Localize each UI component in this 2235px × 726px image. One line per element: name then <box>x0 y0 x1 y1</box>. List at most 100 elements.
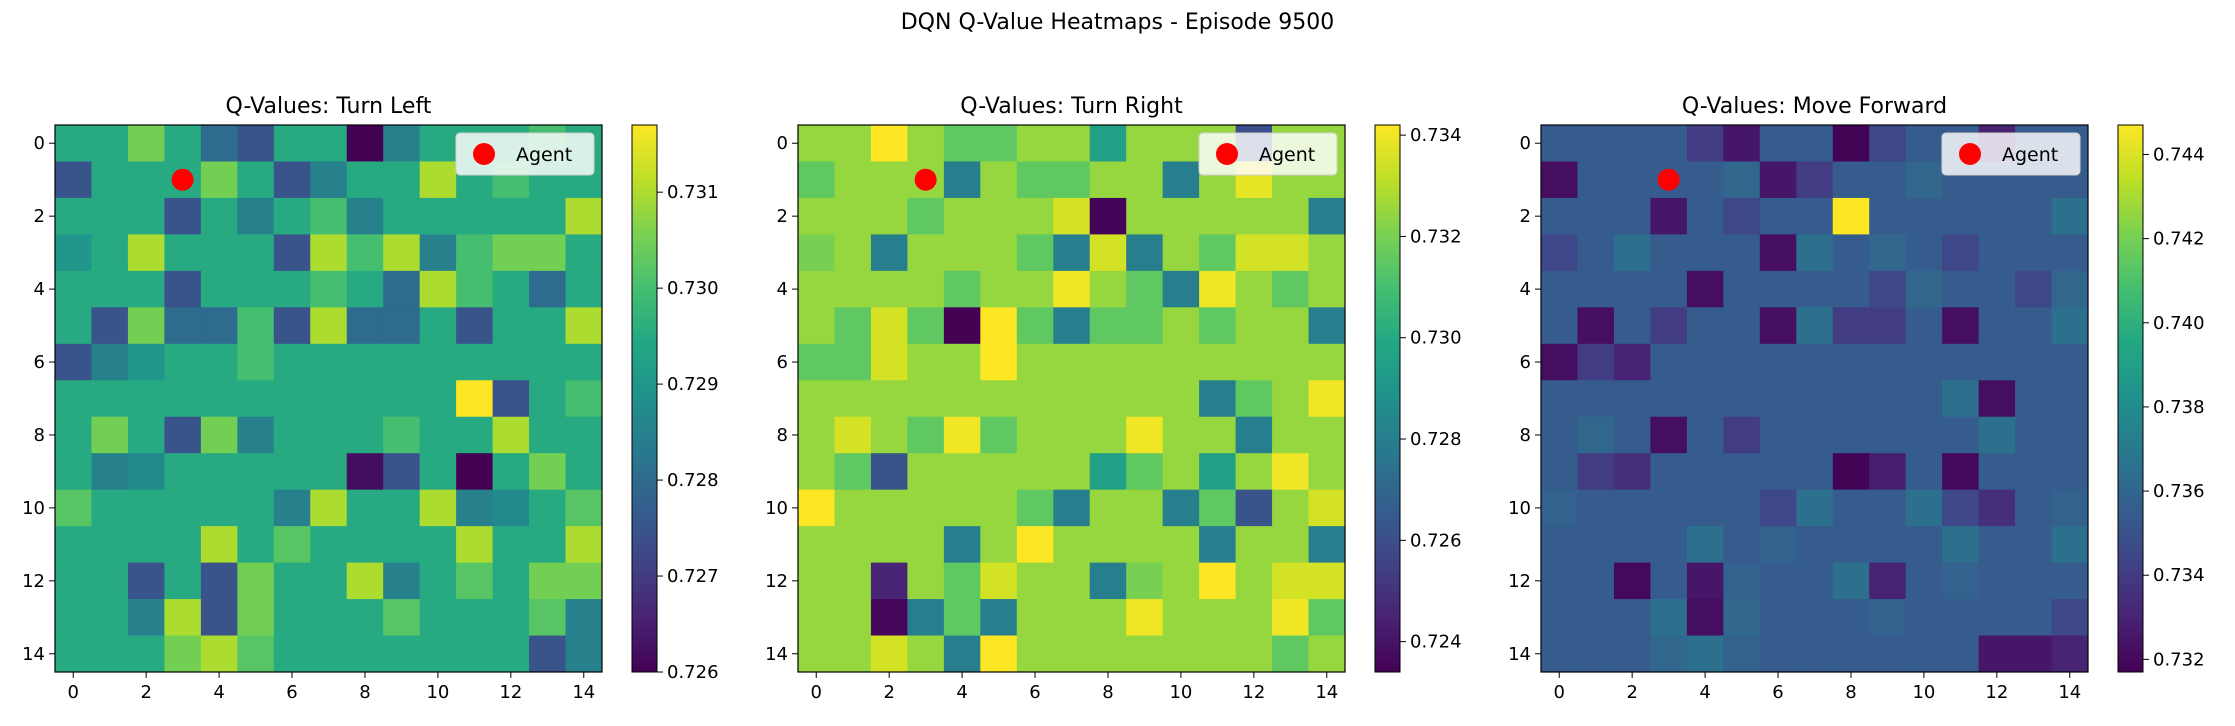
heatmap-cell <box>834 416 872 454</box>
plot-frame <box>797 124 1346 673</box>
heatmap-cell <box>346 197 384 235</box>
heatmap-cell <box>1016 526 1054 564</box>
legend-label: Agent <box>1259 144 1315 166</box>
heatmap-cell <box>310 489 348 527</box>
heatmap-cell <box>2015 635 2053 673</box>
heatmap-cell <box>164 307 202 345</box>
heatmap-cell <box>834 161 872 199</box>
y-tick-label: 0 <box>34 133 45 154</box>
heatmap-cell <box>1869 307 1907 345</box>
heatmap-cell <box>1162 489 1200 527</box>
heatmap-cell <box>419 526 457 564</box>
heatmap-cell <box>419 343 457 381</box>
heatmap-cell <box>1235 599 1273 637</box>
heatmap-cell <box>1541 343 1578 381</box>
heatmap-cell <box>55 416 92 454</box>
heatmap-cell <box>1723 489 1761 527</box>
heatmap-cell <box>1832 416 1870 454</box>
heatmap-cell <box>907 635 945 673</box>
heatmap-cell <box>1016 161 1054 199</box>
legend-label: Agent <box>2002 144 2058 166</box>
heatmap-cell <box>1235 270 1273 308</box>
heatmap-cell <box>1089 343 1127 381</box>
heatmap-cell <box>1053 343 1091 381</box>
heatmap-cell <box>565 380 603 418</box>
heatmap-cell <box>1541 526 1578 564</box>
heatmap-cell <box>164 489 202 527</box>
heatmap-cell <box>1869 270 1907 308</box>
heatmap-cell <box>200 307 238 345</box>
heatmap-cell <box>834 599 872 637</box>
x-tick-label: 10 <box>426 682 449 703</box>
heatmap-cell <box>1650 416 1688 454</box>
heatmap-cell <box>2015 380 2053 418</box>
heatmap-cell <box>943 343 981 381</box>
heatmap-cell <box>91 307 129 345</box>
heatmap-cell <box>419 489 457 527</box>
heatmap-cell <box>870 197 908 235</box>
heatmap-cell <box>91 343 129 381</box>
heatmap-cell <box>1235 526 1273 564</box>
heatmap-cell <box>1796 489 1834 527</box>
heatmap-cell <box>273 270 311 308</box>
y-tick-label: 6 <box>34 352 45 373</box>
heatmap-cell <box>1613 270 1651 308</box>
heatmap-cell <box>980 380 1018 418</box>
heatmap-cell <box>565 416 603 454</box>
heatmap-cell <box>565 307 603 345</box>
heatmap-cell <box>164 562 202 600</box>
heatmap-cell <box>980 599 1018 637</box>
heatmap-cell <box>164 599 202 637</box>
heatmap-cell <box>1759 380 1797 418</box>
heatmap-cell <box>1832 307 1870 345</box>
heatmap-cell <box>91 161 129 199</box>
colorbar-tick-label: 0.726 <box>1410 530 1462 551</box>
heatmap-cell <box>1832 161 1870 199</box>
legend-label: Agent <box>516 144 572 166</box>
heatmap-cell <box>1053 453 1091 491</box>
heatmap-cell <box>870 125 908 162</box>
heatmap-cell <box>1089 489 1127 527</box>
heatmap-cell <box>419 161 457 199</box>
heatmap-cell <box>1650 343 1688 381</box>
heatmap-cell <box>943 197 981 235</box>
heatmap-cell <box>1162 125 1200 162</box>
legend-box <box>1198 132 1338 176</box>
heatmap-cell <box>1686 343 1724 381</box>
y-tick-label: 0 <box>1520 133 1531 154</box>
heatmap-cell <box>273 635 311 673</box>
heatmap-cell <box>1905 416 1943 454</box>
heatmap-cell <box>1942 599 1980 637</box>
heatmap-cell <box>1235 197 1273 235</box>
heatmap-panel-3: Q-Values: Move Forward 0 2 4 6 8 10 12 14 0 2 4 6 8 10… <box>1508 94 2204 703</box>
heatmap-cell <box>565 489 603 527</box>
heatmap-cell <box>1978 599 2016 637</box>
heatmap-cell <box>1541 562 1578 600</box>
heatmap-cell <box>55 599 92 637</box>
heatmap-cell <box>346 125 384 162</box>
heatmap-cell <box>127 125 165 162</box>
heatmap-cell <box>565 234 603 272</box>
heatmap-cell <box>456 599 494 637</box>
heatmap-cell <box>1905 307 1943 345</box>
heatmap-cell <box>1759 489 1797 527</box>
heatmap-cell <box>1541 234 1578 272</box>
y-tick-label: 4 <box>34 279 45 300</box>
heatmap-cell <box>200 270 238 308</box>
heatmap-cell <box>1832 343 1870 381</box>
heatmap-cell <box>1869 635 1907 673</box>
heatmap-cell <box>1978 416 2016 454</box>
heatmap-cell <box>1541 307 1578 345</box>
heatmap-cell <box>1308 562 1346 600</box>
heatmap-cell <box>1869 380 1907 418</box>
heatmap-cell <box>1577 380 1615 418</box>
heatmap-cell <box>1832 526 1870 564</box>
heatmap-cell <box>1942 307 1980 345</box>
heatmap-cell <box>1272 234 1310 272</box>
heatmap-cell <box>1942 489 1980 527</box>
heatmap-cell <box>1577 161 1615 199</box>
heatmap-cell <box>2015 489 2053 527</box>
heatmap-cell <box>55 635 92 673</box>
heatmap-cell <box>870 307 908 345</box>
heatmap-cell <box>565 343 603 381</box>
